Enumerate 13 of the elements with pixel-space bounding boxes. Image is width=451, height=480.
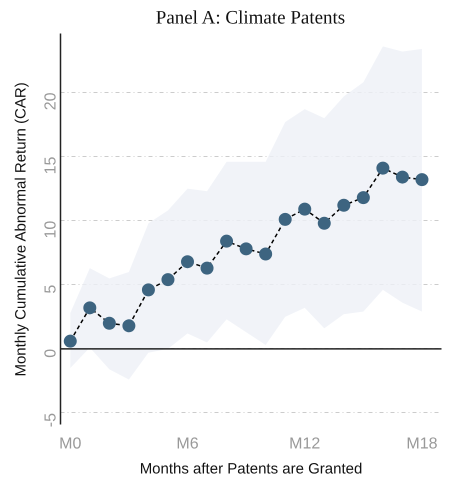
y-tick-label: 20 xyxy=(42,92,60,110)
y-tick-label: 15 xyxy=(42,156,60,174)
x-tick-label: M18 xyxy=(406,436,438,452)
x-tick-label: M12 xyxy=(289,436,320,452)
x-axis-title: Months after Patents are Granted xyxy=(140,460,362,478)
x-tick-label: M0 xyxy=(59,436,82,452)
y-tick-label: 0 xyxy=(42,348,60,358)
y-tick-label: -5 xyxy=(42,412,60,428)
y-tick-label: 5 xyxy=(42,284,60,294)
x-tick-label: M6 xyxy=(176,436,199,452)
y-axis-title: Monthly Cumulative Abnormal Return (CAR) xyxy=(12,82,30,377)
chart-title: Panel A: Climate Patents xyxy=(156,8,346,28)
y-tick-label: 10 xyxy=(42,220,60,238)
